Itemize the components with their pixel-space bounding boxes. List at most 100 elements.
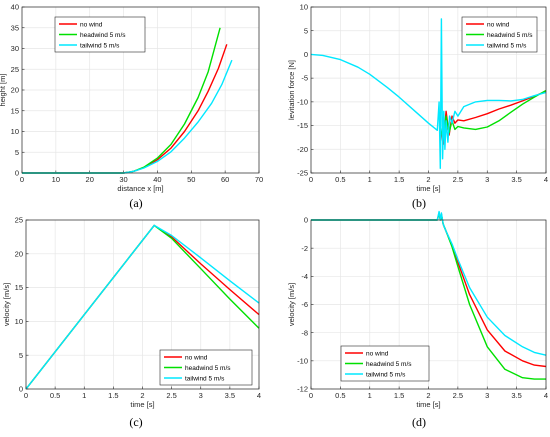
series-line-tailwind <box>25 224 260 390</box>
y-axis-label: levitation force [N] <box>287 60 296 120</box>
y-tick-label: 10 <box>300 3 308 12</box>
y-tick-label: 35 <box>11 23 19 32</box>
axes-frame <box>25 219 260 390</box>
y-tick-label: -2 <box>301 244 308 253</box>
y-tick-label: -12 <box>297 385 308 394</box>
y-tick-label: -15 <box>297 121 308 130</box>
axes-frame <box>310 6 547 174</box>
x-tick-label: 0.5 <box>50 391 60 400</box>
y-tick-label: 20 <box>15 249 23 258</box>
legend-label: tailwind 5 m/s <box>80 42 120 49</box>
y-tick-label: 25 <box>11 65 19 74</box>
x-tick-label: 3.5 <box>225 391 235 400</box>
x-tick-label: 3.5 <box>511 175 521 184</box>
y-tick-label: -4 <box>301 272 308 281</box>
x-axis-label: distance x [m] <box>117 184 163 193</box>
x-tick-label: 30 <box>119 175 127 184</box>
x-axis-label: time [s] <box>130 400 154 409</box>
x-tick-label: 40 <box>153 175 161 184</box>
panel-caption: (a) <box>129 196 142 210</box>
x-tick-label: 3 <box>485 391 489 400</box>
y-tick-label: -8 <box>301 328 308 337</box>
y-tick-label: 25 <box>15 216 23 225</box>
y-tick-label: 40 <box>11 3 19 12</box>
legend: no wind headwind 5 m/s tailwind 5 m/s <box>461 16 538 53</box>
legend-label: no wind <box>487 21 510 28</box>
legend: no wind headwind 5 m/s tailwind 5 m/s <box>54 16 146 53</box>
panel-caption: (d) <box>412 415 426 429</box>
axes-frame <box>21 6 260 174</box>
y-tick-label: 5 <box>15 148 19 157</box>
chart-b: 0 0.5 1 1.5 2 2.5 3 3.5 4 -25 -20 -15 -10 -5 0 5 10 time … <box>287 3 548 210</box>
y-tick-label: -5 <box>301 74 308 83</box>
legend-label: tailwind 5 m/s <box>185 375 225 382</box>
y-tick-label: 0 <box>19 385 23 394</box>
x-tick-label: 1 <box>368 391 372 400</box>
x-tick-label: 4 <box>544 391 548 400</box>
y-tick-label: 30 <box>11 44 19 53</box>
x-tick-label: 0 <box>24 391 28 400</box>
chart-a: 0 10 20 30 40 50 60 700510152025303540distance … <box>0 3 263 210</box>
panel-caption: (b) <box>412 196 426 210</box>
y-tick-label: 0 <box>304 50 308 59</box>
y-tick-label: -20 <box>297 145 308 154</box>
x-tick-label: 1 <box>82 391 86 400</box>
legend-label: no wind <box>366 350 389 357</box>
x-tick-label: 4 <box>257 391 261 400</box>
x-tick-label: 2 <box>426 175 430 184</box>
chart-d: 0 0.5 1 1.5 2 2.5 3 3.5 4 -12 -10 -8 -6 -4 -2 0 time [s]… <box>287 210 548 429</box>
x-tick-label: 0 <box>309 391 313 400</box>
x-tick-label: 10 <box>52 175 60 184</box>
x-tick-label: 3.5 <box>511 391 521 400</box>
x-axis-label: time [s] <box>416 184 440 193</box>
y-tick-label: -6 <box>301 300 308 309</box>
x-tick-label: 2 <box>140 391 144 400</box>
x-tick-label: 0 <box>309 175 313 184</box>
legend-label: headwind 5 m/s <box>487 32 533 39</box>
x-tick-label: 50 <box>187 175 195 184</box>
series-line-tailwind <box>311 210 547 356</box>
x-tick-label: 1 <box>368 175 372 184</box>
y-tick-label: -10 <box>297 97 308 106</box>
series-line-headwind <box>439 89 547 141</box>
x-tick-label: 2.5 <box>453 175 463 184</box>
legend: no wind headwind 5 m/s tailwind 5 m/s <box>340 345 430 382</box>
y-axis-label: velocity [m/s] <box>287 283 296 326</box>
x-tick-label: 2 <box>426 391 430 400</box>
x-tick-label: 0.5 <box>335 391 345 400</box>
x-tick-label: 60 <box>221 175 229 184</box>
y-tick-label: 15 <box>11 106 19 115</box>
y-tick-label: 15 <box>15 283 23 292</box>
y-tick-label: -25 <box>297 169 308 178</box>
legend-label: no wind <box>185 354 208 361</box>
series-line-tailwind <box>310 18 547 170</box>
x-tick-label: 2.5 <box>166 391 176 400</box>
legend: no wind headwind 5 m/s tailwind 5 m/s <box>159 349 253 386</box>
legend-label: headwind 5 m/s <box>366 361 412 368</box>
y-tick-label: 5 <box>304 26 308 35</box>
x-tick-label: 20 <box>86 175 94 184</box>
legend-label: tailwind 5 m/s <box>487 42 527 49</box>
legend-box <box>159 349 253 386</box>
legend-label: headwind 5 m/s <box>185 365 231 372</box>
y-tick-label: 0 <box>304 216 308 225</box>
y-axis-label: height [m] <box>0 74 7 107</box>
legend-label: no wind <box>80 21 103 28</box>
legend-label: tailwind 5 m/s <box>366 371 406 378</box>
x-tick-label: 0 <box>20 175 24 184</box>
axes-frame <box>310 219 547 390</box>
x-tick-label: 1.5 <box>394 175 404 184</box>
x-tick-label: 1.5 <box>394 391 404 400</box>
x-axis-label: time [s] <box>416 400 440 409</box>
y-tick-label: 20 <box>11 86 19 95</box>
y-tick-label: 10 <box>11 127 19 136</box>
x-tick-label: 3 <box>199 391 203 400</box>
x-tick-label: 4 <box>544 175 548 184</box>
chart-c: 0 0.5 1 1.5 2 2.5 3 3.5 4 0 5 10 15 20 25 time [s] veloc… <box>2 216 261 429</box>
y-axis-label: velocity [m/s] <box>2 283 11 326</box>
x-tick-label: 2.5 <box>453 391 463 400</box>
y-tick-label: 0 <box>15 169 19 178</box>
y-tick-label: -10 <box>297 356 308 365</box>
y-tick-label: 10 <box>15 317 23 326</box>
